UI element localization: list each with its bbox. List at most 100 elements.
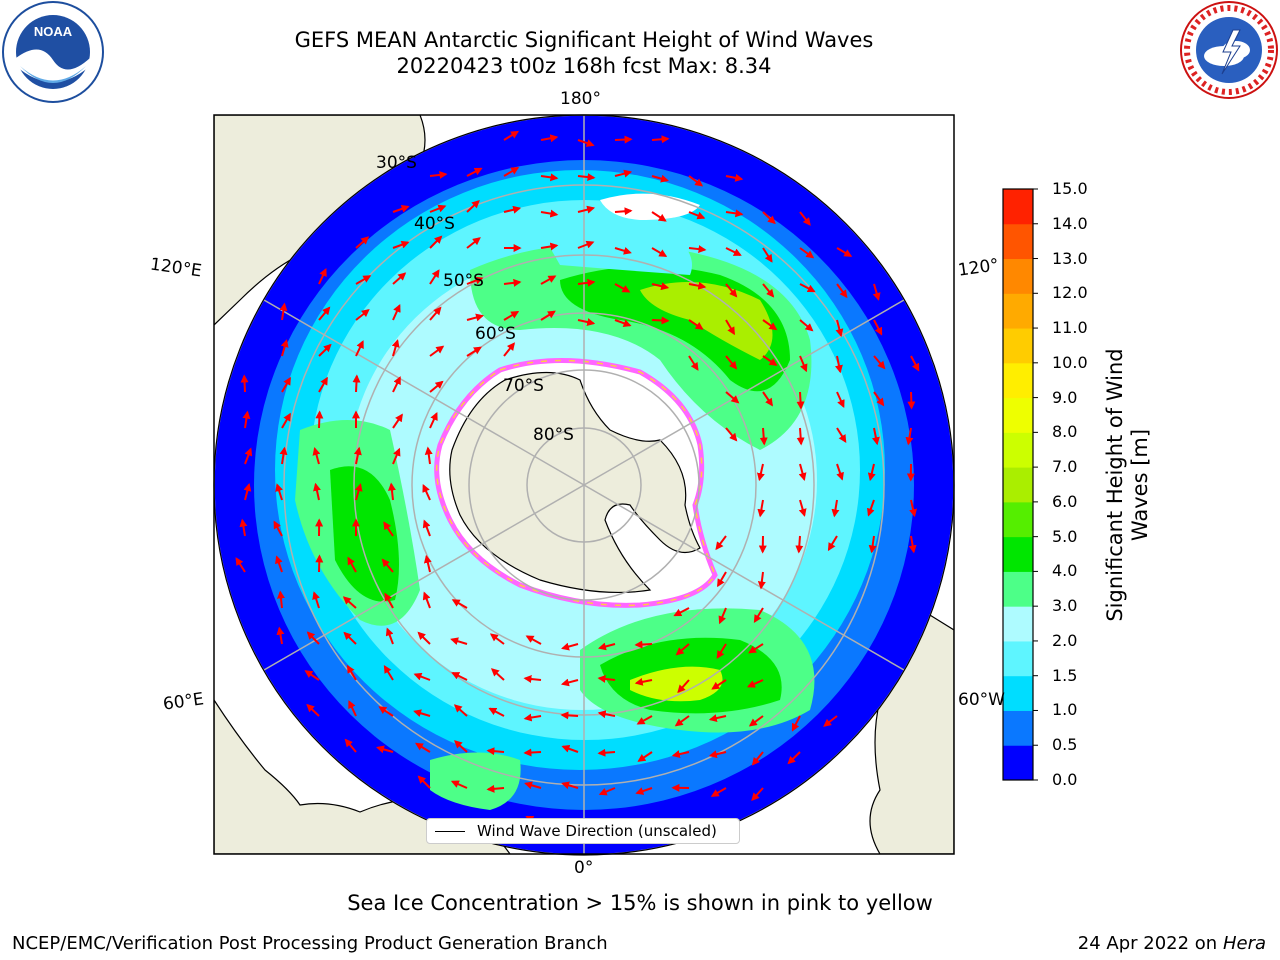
colorbar-tick-label: 2.0 — [1052, 630, 1078, 650]
wind-wave-arrow — [391, 339, 400, 357]
wind-wave-arrow — [910, 355, 920, 372]
wind-wave-arrow — [429, 235, 443, 249]
chart-subtitle: 20220423 t00z 168h fcst Max: 8.34 — [396, 54, 772, 78]
wind-wave-arrow — [762, 319, 778, 331]
wind-wave-arrow — [276, 590, 285, 609]
wind-wave-arrow — [423, 554, 432, 573]
wind-wave-arrow — [279, 302, 288, 321]
colorbar-segment — [1003, 640, 1033, 677]
wind-wave-arrow — [577, 173, 596, 182]
wind-wave-arrow — [347, 556, 357, 573]
antarctica-land — [449, 371, 701, 594]
wind-wave-arrow — [872, 283, 881, 301]
wind-wave-arrow — [275, 483, 283, 501]
wind-wave-arrow — [346, 664, 357, 681]
colorbar-segment — [1003, 675, 1033, 711]
wind-wave-arrow — [503, 205, 522, 214]
wind-wave-arrow — [235, 557, 246, 573]
wind-wave-arrow — [635, 787, 653, 795]
colorbar-segment — [1003, 571, 1033, 607]
sea-ice-edge — [435, 359, 716, 607]
colorbar-segment — [1003, 710, 1033, 746]
wind-wave-arrow — [905, 427, 914, 446]
colorbar-label-line2: Waves [m] — [1128, 428, 1152, 542]
wind-wave-arrow — [799, 247, 815, 259]
colorbar-segment — [1003, 606, 1033, 642]
colorbar-segment — [1003, 536, 1033, 572]
wind-wave-arrow — [466, 276, 484, 285]
wind-wave-arrow — [651, 174, 669, 183]
wind-wave-arrow — [597, 710, 616, 719]
wind-wave-arrow — [907, 391, 916, 410]
colorbar-tick-label: 1.5 — [1052, 665, 1078, 685]
wind-wave-arrow — [429, 306, 442, 321]
wind-wave-arrow — [614, 135, 633, 144]
wind-wave-arrow — [429, 170, 448, 179]
wind-wave-arrow — [279, 446, 288, 465]
wind-wave-arrow — [909, 499, 917, 518]
wind-wave-arrow — [873, 355, 886, 370]
wind-wave-arrow — [384, 592, 394, 609]
wind-wave-arrow — [313, 482, 321, 501]
wind-wave-arrow — [614, 207, 633, 216]
wind-wave-arrow — [318, 376, 328, 393]
wind-wave-arrow — [823, 715, 838, 727]
wind-wave-arrow — [637, 751, 653, 762]
wind-wave-arrow — [597, 748, 616, 757]
wind-wave-arrow — [385, 627, 394, 645]
wind-wave-arrow — [451, 672, 468, 681]
wind-wave-arrow — [717, 571, 727, 588]
colorbar-outline — [1002, 188, 1034, 781]
wind-wave-arrow — [304, 670, 320, 681]
map-frame — [213, 114, 955, 855]
wind-wave-arrow — [753, 607, 764, 624]
wind-wave-arrow — [429, 345, 445, 357]
wind-wave-arrow — [451, 599, 468, 609]
wind-wave-arrow — [688, 355, 699, 371]
wind-wave-arrow — [281, 412, 291, 429]
noaa-logo: NOAA — [0, 0, 108, 112]
wind-wave-arrow — [378, 706, 394, 717]
wind-wave-arrow — [762, 211, 776, 225]
lat-label-50s: 50°S — [443, 271, 484, 291]
wind-wave-arrow — [413, 709, 431, 718]
wind-wave-arrow — [835, 355, 843, 374]
wind-wave-arrow — [577, 278, 596, 287]
colorbar-tick-label: 9.0 — [1052, 387, 1078, 407]
wind-wave-arrow — [525, 635, 542, 645]
lat-label-40s: 40°S — [414, 214, 455, 234]
wind-wave-arrow — [503, 278, 522, 287]
wind-wave-arrow — [725, 209, 744, 218]
colorbar-segment — [1003, 328, 1033, 364]
wind-wave-arrow — [787, 751, 801, 765]
wind-wave-arrow — [540, 242, 559, 251]
colorbar-segment — [1003, 432, 1033, 468]
wind-wave-arrow — [429, 380, 444, 393]
wind-wave-arrow — [799, 319, 814, 332]
wind-wave-arrow — [429, 412, 438, 429]
wind-wave-arrow — [352, 374, 361, 393]
wind-wave-arrow — [868, 535, 877, 554]
wind-wave-arrow — [688, 319, 704, 330]
legend-line-swatch — [435, 831, 465, 833]
wind-wave-arrow — [429, 269, 440, 285]
colorbar-tick-label: 3.0 — [1052, 596, 1078, 616]
wind-wave-arrow — [798, 499, 807, 517]
wind-wave-arrow — [376, 745, 394, 754]
wind-wave-arrow — [836, 283, 848, 299]
colorbar-label-line1: Significant Height of Wind — [1103, 348, 1127, 622]
wind-wave-arrow — [387, 482, 396, 501]
wind-wave-arrow — [746, 679, 764, 688]
wind-wave-arrow — [636, 715, 653, 725]
wind-wave-arrow — [540, 173, 559, 182]
wind-wave-arrow — [306, 631, 320, 645]
wind-wave-arrow — [634, 677, 653, 686]
wind-wave-arrow — [560, 678, 579, 687]
wind-wave-arrow — [523, 675, 542, 683]
wind-wave-arrow — [540, 310, 556, 321]
wind-wave-arrow — [240, 374, 249, 393]
wind-wave-arrow — [796, 391, 805, 410]
wind-wave-arrow — [675, 643, 690, 656]
colorbar-label: Significant Height of Wind Waves [m] — [1103, 320, 1153, 650]
lat-label-70s: 70°S — [503, 376, 544, 396]
